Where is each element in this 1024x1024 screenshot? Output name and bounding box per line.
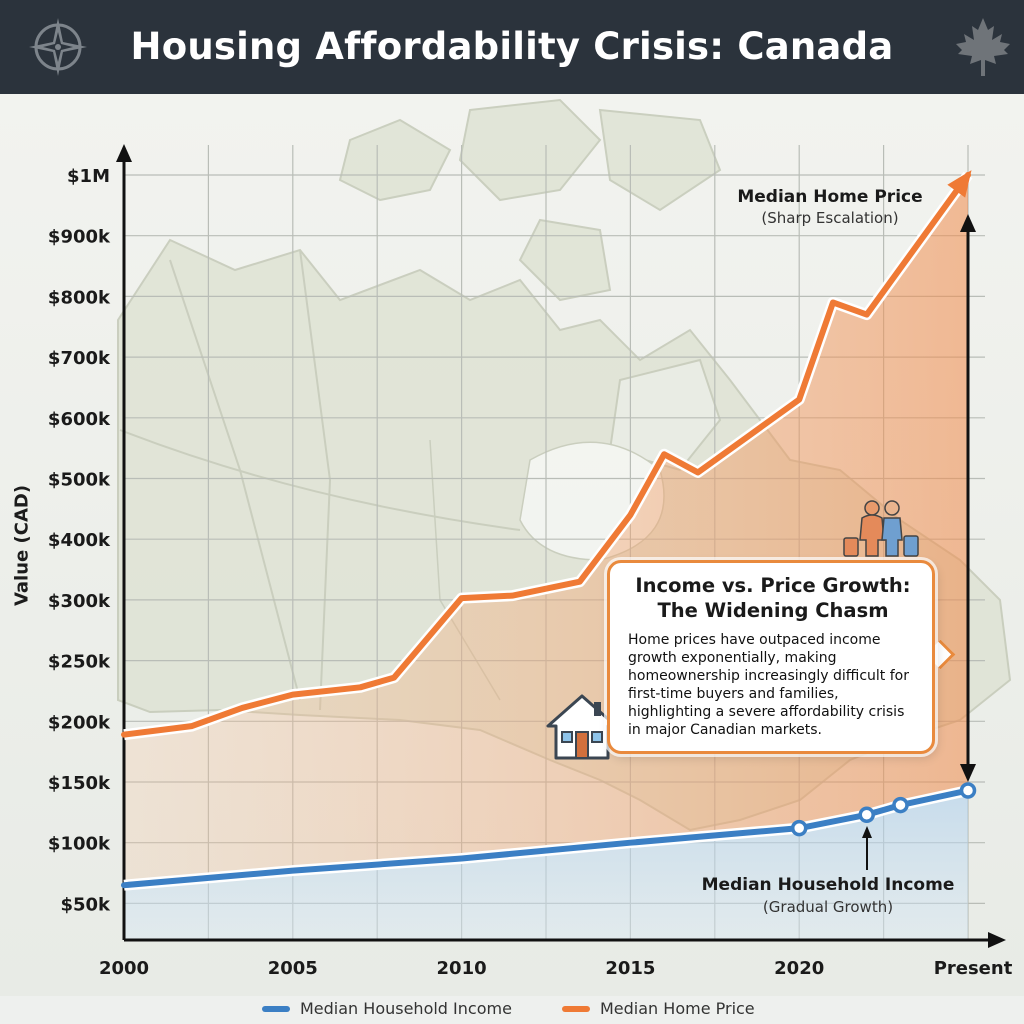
x-tick-label: 2010 xyxy=(437,958,487,979)
y-tick-label: $250k xyxy=(48,652,111,673)
income-data-point xyxy=(892,796,909,814)
chart-legend: Median Household Income Median Home Pric… xyxy=(0,996,1024,1024)
income-data-point xyxy=(858,806,875,824)
x-axis-arrowhead xyxy=(988,932,1006,948)
y-tick-label: $300k xyxy=(48,591,111,612)
house-icon xyxy=(546,694,618,760)
chart-area: $50k $100k $150k $200k $250k $300k $400k $500k $… xyxy=(0,94,1024,996)
income-area-fill xyxy=(124,790,968,940)
y-tick-label: $200k xyxy=(48,712,111,733)
callout-title: Income vs. Price Growth: The Widening Ch… xyxy=(628,573,918,623)
home-price-annotation-title: Median Home Price xyxy=(737,187,922,207)
x-tick-label: 2015 xyxy=(605,958,655,979)
y-tick-label: $150k xyxy=(48,773,111,794)
legend-label-home-price: Median Home Price xyxy=(600,999,755,1018)
x-tick-label: 2020 xyxy=(774,958,824,979)
callout-body: Home prices have outpaced income growth … xyxy=(628,632,909,738)
legend-swatch-income xyxy=(262,1005,290,1012)
home-price-arrowhead xyxy=(947,170,972,198)
x-tick-label: 2000 xyxy=(99,958,149,979)
income-data-point xyxy=(959,782,977,799)
home-price-series-line xyxy=(121,172,971,738)
maple-leaf-icon xyxy=(956,18,1010,76)
gap-double-arrow xyxy=(960,214,976,782)
income-annotation-title: Median Household Income xyxy=(702,875,955,895)
home-price-annotation-subtitle: (Sharp Escalation) xyxy=(761,209,898,227)
y-tick-label: $700k xyxy=(48,348,111,369)
legend-item-income: Median Household Income xyxy=(262,999,512,1018)
y-tick-label: $400k xyxy=(48,530,111,551)
income-pointer-arrow xyxy=(862,826,872,870)
y-tick-label: $500k xyxy=(48,470,111,491)
y-axis-arrowhead xyxy=(116,144,132,162)
legend-swatch-home-price xyxy=(562,1005,590,1012)
callout-title-line-2: The Widening Chasm xyxy=(657,599,889,622)
x-tick-label: Present xyxy=(934,958,1013,979)
y-tick-label: $50k xyxy=(60,894,111,915)
callout-title-line-1: Income vs. Price Growth: xyxy=(635,574,911,597)
title-bar xyxy=(0,0,1024,94)
family-with-luggage-icon xyxy=(843,500,919,557)
y-tick-label: $900k xyxy=(48,227,111,248)
x-tick-label: 2005 xyxy=(268,958,318,979)
legend-item-home-price: Median Home Price xyxy=(562,999,755,1018)
y-axis-title: Value (CAD) xyxy=(11,484,33,607)
income-data-point xyxy=(790,819,808,837)
y-tick-label: $100k xyxy=(48,834,111,855)
y-tick-label: $1M xyxy=(67,166,110,187)
y-tick-label: $800k xyxy=(48,287,111,308)
insight-callout: Income vs. Price Growth: The Widening Ch… xyxy=(607,560,935,754)
y-tick-label: $600k xyxy=(48,409,111,430)
compass-rose-icon xyxy=(29,18,87,76)
page-title: Housing Affordability Crisis: Canada xyxy=(130,25,894,68)
legend-label-income: Median Household Income xyxy=(300,999,512,1018)
income-annotation-subtitle: (Gradual Growth) xyxy=(763,898,893,916)
